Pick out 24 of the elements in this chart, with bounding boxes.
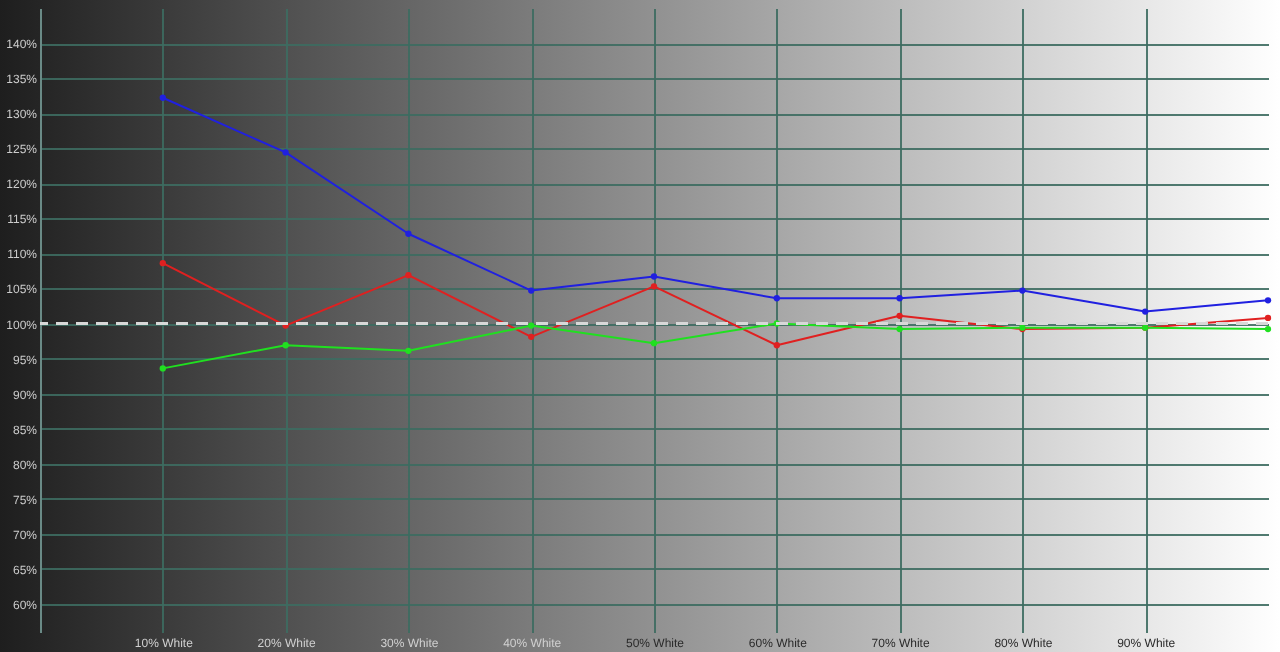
point (405, 271, 412, 279)
point (896, 295, 903, 302)
point (405, 230, 412, 237)
point (159, 94, 166, 101)
point (528, 287, 535, 294)
point (896, 312, 903, 319)
point (1264, 297, 1272, 304)
point (650, 273, 658, 280)
point (282, 342, 289, 349)
point (159, 260, 166, 267)
point (405, 347, 412, 355)
point (528, 322, 535, 329)
point (159, 365, 166, 372)
point (650, 339, 658, 347)
point (1142, 308, 1149, 315)
point (1264, 314, 1272, 322)
point (896, 325, 903, 333)
point (773, 295, 780, 302)
point (282, 149, 289, 156)
point (1019, 287, 1026, 294)
point (528, 333, 535, 340)
point (650, 283, 658, 290)
point (1264, 325, 1272, 333)
point (773, 342, 780, 349)
